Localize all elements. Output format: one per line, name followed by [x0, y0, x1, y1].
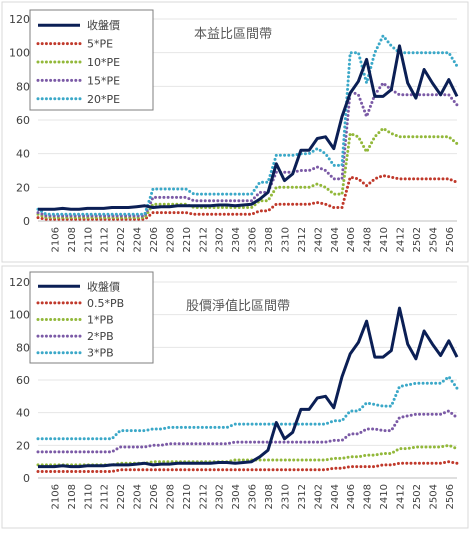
y-tick-label: 40 [16, 148, 30, 161]
legend-label-1: 5*PE [87, 38, 113, 51]
x-tick-label: 2304 [231, 227, 242, 252]
x-tick-label: 2112 [100, 484, 111, 509]
y-tick-label: 100 [9, 47, 30, 60]
series-line-4 [36, 33, 459, 216]
x-tick-label: 2108 [67, 227, 78, 252]
y-tick-label: 0 [23, 215, 30, 228]
x-tick-label: 2306 [248, 227, 259, 252]
series-line-0 [38, 44, 459, 211]
series-line-1 [36, 460, 459, 473]
x-tick-label: 2204 [133, 484, 144, 509]
legend-label-0: 收盤價 [87, 18, 120, 32]
x-tick-label: 2202 [116, 484, 127, 509]
series-line-2 [36, 126, 459, 220]
legend-box [29, 271, 154, 364]
series-line-4 [36, 374, 459, 441]
chart-title: 股價淨值比區間帶 [186, 298, 290, 314]
x-tick-label: 2312 [297, 484, 308, 509]
x-tick-label: 2212 [198, 484, 209, 509]
x-tick-label: 2504 [428, 484, 439, 509]
x-tick-label: 2110 [83, 484, 94, 509]
legend-label-2: 10*PE [87, 56, 120, 69]
x-tick-label: 2506 [445, 227, 456, 252]
x-tick-label: 2202 [116, 227, 127, 252]
x-tick-label: 2206 [149, 484, 160, 509]
x-tick-label: 2308 [264, 484, 275, 509]
x-tick-label: 2506 [445, 484, 456, 509]
x-tick-label: 2412 [395, 227, 406, 252]
x-tick-label: 2208 [165, 227, 176, 252]
y-tick-label: 60 [16, 374, 30, 387]
chart-panel-1: 0 20 40 60 80 100 120 2106 2108 2110 2112 2202 2204 2… [1, 1, 469, 263]
legend-label-4: 3*PB [87, 347, 114, 360]
series-line-0 [38, 306, 459, 469]
x-tick-label: 2410 [379, 227, 390, 252]
x-tick-label: 2406 [346, 484, 357, 509]
x-tick-label: 2502 [412, 227, 423, 252]
x-tick-label: 2310 [280, 227, 291, 252]
x-tick-label: 2404 [330, 484, 341, 509]
x-tick-label: 2206 [149, 227, 160, 252]
y-tick-label: 120 [9, 13, 30, 26]
y-tick-label: 80 [16, 80, 30, 93]
x-tick-label: 2306 [248, 484, 259, 509]
x-tick-label: 2210 [182, 484, 193, 509]
y-tick-label: 20 [16, 439, 30, 452]
x-tick-label: 2108 [67, 484, 78, 509]
x-tick-label: 2404 [330, 227, 341, 252]
legend-label-3: 2*PB [87, 330, 114, 343]
x-tick-label: 2502 [412, 484, 423, 509]
series-line-2 [36, 443, 459, 467]
chart-title: 本益比區間帶 [194, 27, 272, 42]
series-line-3 [36, 80, 459, 218]
y-tick-label: 80 [16, 341, 30, 354]
x-tick-label: 2402 [313, 227, 324, 252]
y-tick-label: 20 [16, 181, 30, 194]
x-tick-label: 2302 [215, 484, 226, 509]
legend-label-0: 收盤價 [87, 279, 120, 293]
legend-label-3: 15*PE [87, 74, 120, 87]
legend-label-4: 20*PE [87, 93, 120, 106]
chart-panel-2: 0 20 40 60 80 100 120 2106 2108 2110 2112 2202 2204 2… [1, 265, 469, 529]
y-tick-label: 40 [16, 407, 30, 420]
x-tick-label: 2212 [198, 227, 209, 252]
x-tick-label: 2308 [264, 227, 275, 252]
x-tick-label: 2504 [428, 227, 439, 252]
series-line-1 [36, 174, 459, 221]
y-tick-label: 100 [9, 309, 30, 322]
x-tick-label: 2210 [182, 227, 193, 252]
x-tick-label: 2106 [50, 484, 61, 509]
legend-label-1: 0.5*PB [87, 297, 124, 310]
x-tick-label: 2310 [280, 484, 291, 509]
x-tick-label: 2302 [215, 227, 226, 252]
x-tick-label: 2406 [346, 227, 357, 252]
y-tick-label: 0 [23, 472, 30, 485]
y-tick-label: 60 [16, 114, 30, 127]
y-tick-label: 120 [9, 276, 30, 289]
legend-label-2: 1*PB [87, 314, 114, 327]
x-tick-label: 2408 [363, 227, 374, 252]
x-tick-label: 2412 [395, 484, 406, 509]
x-tick-label: 2204 [133, 227, 144, 252]
x-tick-label: 2112 [100, 227, 111, 252]
x-tick-label: 2208 [165, 484, 176, 509]
x-tick-label: 2312 [297, 227, 308, 252]
x-tick-label: 2106 [50, 227, 61, 252]
x-tick-label: 2402 [313, 484, 324, 509]
x-tick-label: 2110 [83, 227, 94, 252]
x-tick-label: 2408 [363, 484, 374, 509]
series-line-3 [36, 409, 459, 454]
x-tick-label: 2304 [231, 484, 242, 509]
x-tick-label: 2410 [379, 484, 390, 509]
